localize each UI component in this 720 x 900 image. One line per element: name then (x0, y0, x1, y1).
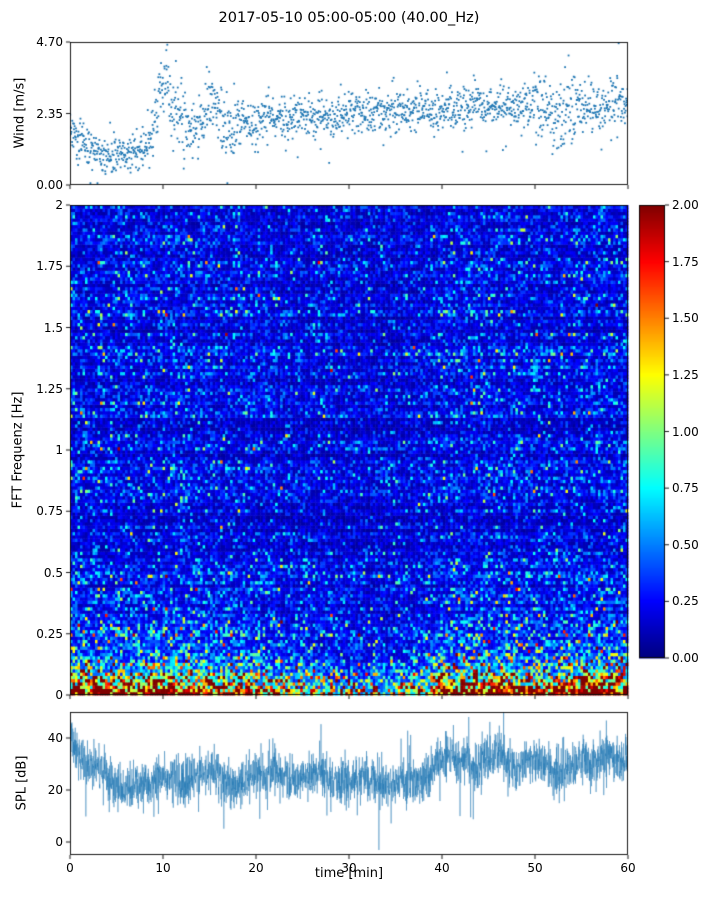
time-xtick-label: 10 (155, 861, 171, 875)
spectrogram-ytick-label: 1.25 (36, 381, 63, 396)
spectrogram-ytick-label: 1.75 (36, 259, 63, 274)
time-xtick-label: 60 (620, 861, 636, 875)
spectrogram-ytick-label: 1.5 (43, 320, 63, 335)
colorbar-tick-label: 0.00 (672, 651, 699, 665)
colorbar-tick-label: 0.75 (672, 481, 699, 496)
figure-title: 2017-05-10 05:00-05:00 (40.00_Hz) (218, 10, 480, 26)
x-axis-label: time [min] (314, 866, 384, 881)
colorbar-tick-label: 0.50 (672, 537, 699, 552)
colorbar-tick-label: 1.25 (672, 367, 699, 382)
colorbar-tick-label: 0.25 (672, 594, 699, 609)
colorbar-tick-label: 1.50 (672, 311, 699, 326)
spectrogram-y-axis-label: FFT Frequenz [Hz] (10, 391, 26, 509)
spectrogram-ytick-label: 2 (55, 198, 63, 212)
wind-ytick-label: 4.70 (36, 35, 63, 49)
spl-ytick-label: 0 (55, 835, 63, 849)
spectrogram-ytick-label: 0.75 (36, 504, 63, 519)
time-xtick-label: 50 (527, 861, 543, 875)
time-xtick-label: 0 (66, 861, 74, 875)
colorbar-tick-label: 1.75 (672, 254, 699, 269)
spectrogram-ytick-label: 1 (55, 443, 63, 457)
spl-ytick-label: 20 (47, 783, 63, 797)
colorbar-tick-label: 2.00 (672, 198, 699, 212)
spectrogram-ytick-label: 0.25 (36, 626, 63, 641)
time-xtick-label: 40 (434, 861, 450, 875)
wind-y-axis-label: Wind [m/s] (12, 77, 28, 149)
time-xtick-label: 20 (248, 861, 264, 875)
spectrogram-ytick-label: 0.5 (43, 565, 63, 580)
colorbar-tick-label: 1.00 (672, 424, 699, 439)
time-xtick-label: 30 (341, 861, 357, 875)
spectrogram-ytick-label: 0 (55, 688, 63, 702)
spl-y-axis-label: SPL [dB] (14, 755, 30, 811)
wind-ytick-label: 0.00 (36, 178, 63, 192)
wind-ytick-label: 2.35 (36, 106, 63, 121)
spl-ytick-label: 40 (47, 731, 63, 745)
